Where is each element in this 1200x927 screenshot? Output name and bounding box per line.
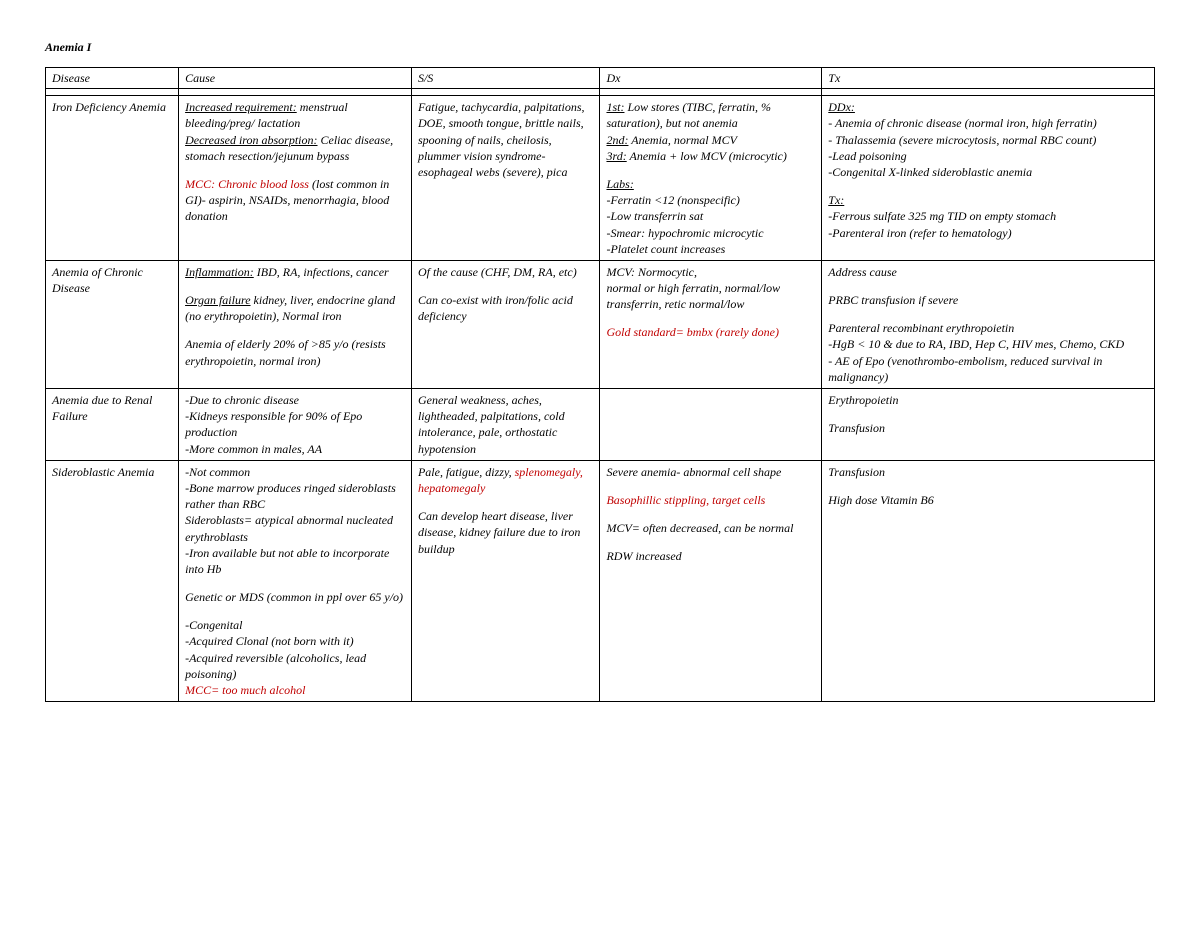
cell-disease: Sideroblastic Anemia <box>46 460 179 701</box>
page-title: Anemia I <box>45 40 1155 55</box>
cell-cause: -Due to chronic disease -Kidneys respons… <box>179 389 412 461</box>
col-dx: Dx <box>600 68 822 89</box>
cell-disease: Anemia of Chronic Disease <box>46 260 179 388</box>
cell-tx: Transfusion High dose Vitamin B6 <box>822 460 1155 701</box>
cell-disease: Iron Deficiency Anemia <box>46 96 179 261</box>
cell-dx <box>600 389 822 461</box>
table-row: Sideroblastic Anemia -Not common -Bone m… <box>46 460 1155 701</box>
cell-ss: Of the cause (CHF, DM, RA, etc) Can co-e… <box>411 260 600 388</box>
col-disease: Disease <box>46 68 179 89</box>
table-row: Anemia of Chronic Disease Inflammation: … <box>46 260 1155 388</box>
cell-ss: Pale, fatigue, dizzy, splenomegaly, hepa… <box>411 460 600 701</box>
cell-cause: -Not common -Bone marrow produces ringed… <box>179 460 412 701</box>
cell-disease: Anemia due to Renal Failure <box>46 389 179 461</box>
cell-tx: Address cause PRBC transfusion if severe… <box>822 260 1155 388</box>
table-row: Anemia due to Renal Failure -Due to chro… <box>46 389 1155 461</box>
cell-dx: 1st: Low stores (TIBC, ferratin, % satur… <box>600 96 822 261</box>
cell-tx: DDx: - Anemia of chronic disease (normal… <box>822 96 1155 261</box>
col-tx: Tx <box>822 68 1155 89</box>
anemia-table: Disease Cause S/S Dx Tx Iron Deficiency … <box>45 67 1155 702</box>
cell-dx: Severe anemia- abnormal cell shape Basop… <box>600 460 822 701</box>
table-header-row: Disease Cause S/S Dx Tx <box>46 68 1155 89</box>
cell-ss: General weakness, aches, lightheaded, pa… <box>411 389 600 461</box>
cell-tx: Erythropoietin Transfusion <box>822 389 1155 461</box>
table-row: Iron Deficiency Anemia Increased require… <box>46 96 1155 261</box>
table-spacer <box>46 89 1155 96</box>
col-cause: Cause <box>179 68 412 89</box>
cell-cause: Inflammation: IBD, RA, infections, cance… <box>179 260 412 388</box>
cell-dx: MCV: Normocytic, normal or high ferratin… <box>600 260 822 388</box>
col-ss: S/S <box>411 68 600 89</box>
cell-ss: Fatigue, tachycardia, palpitations, DOE,… <box>411 96 600 261</box>
cell-cause: Increased requirement: menstrual bleedin… <box>179 96 412 261</box>
